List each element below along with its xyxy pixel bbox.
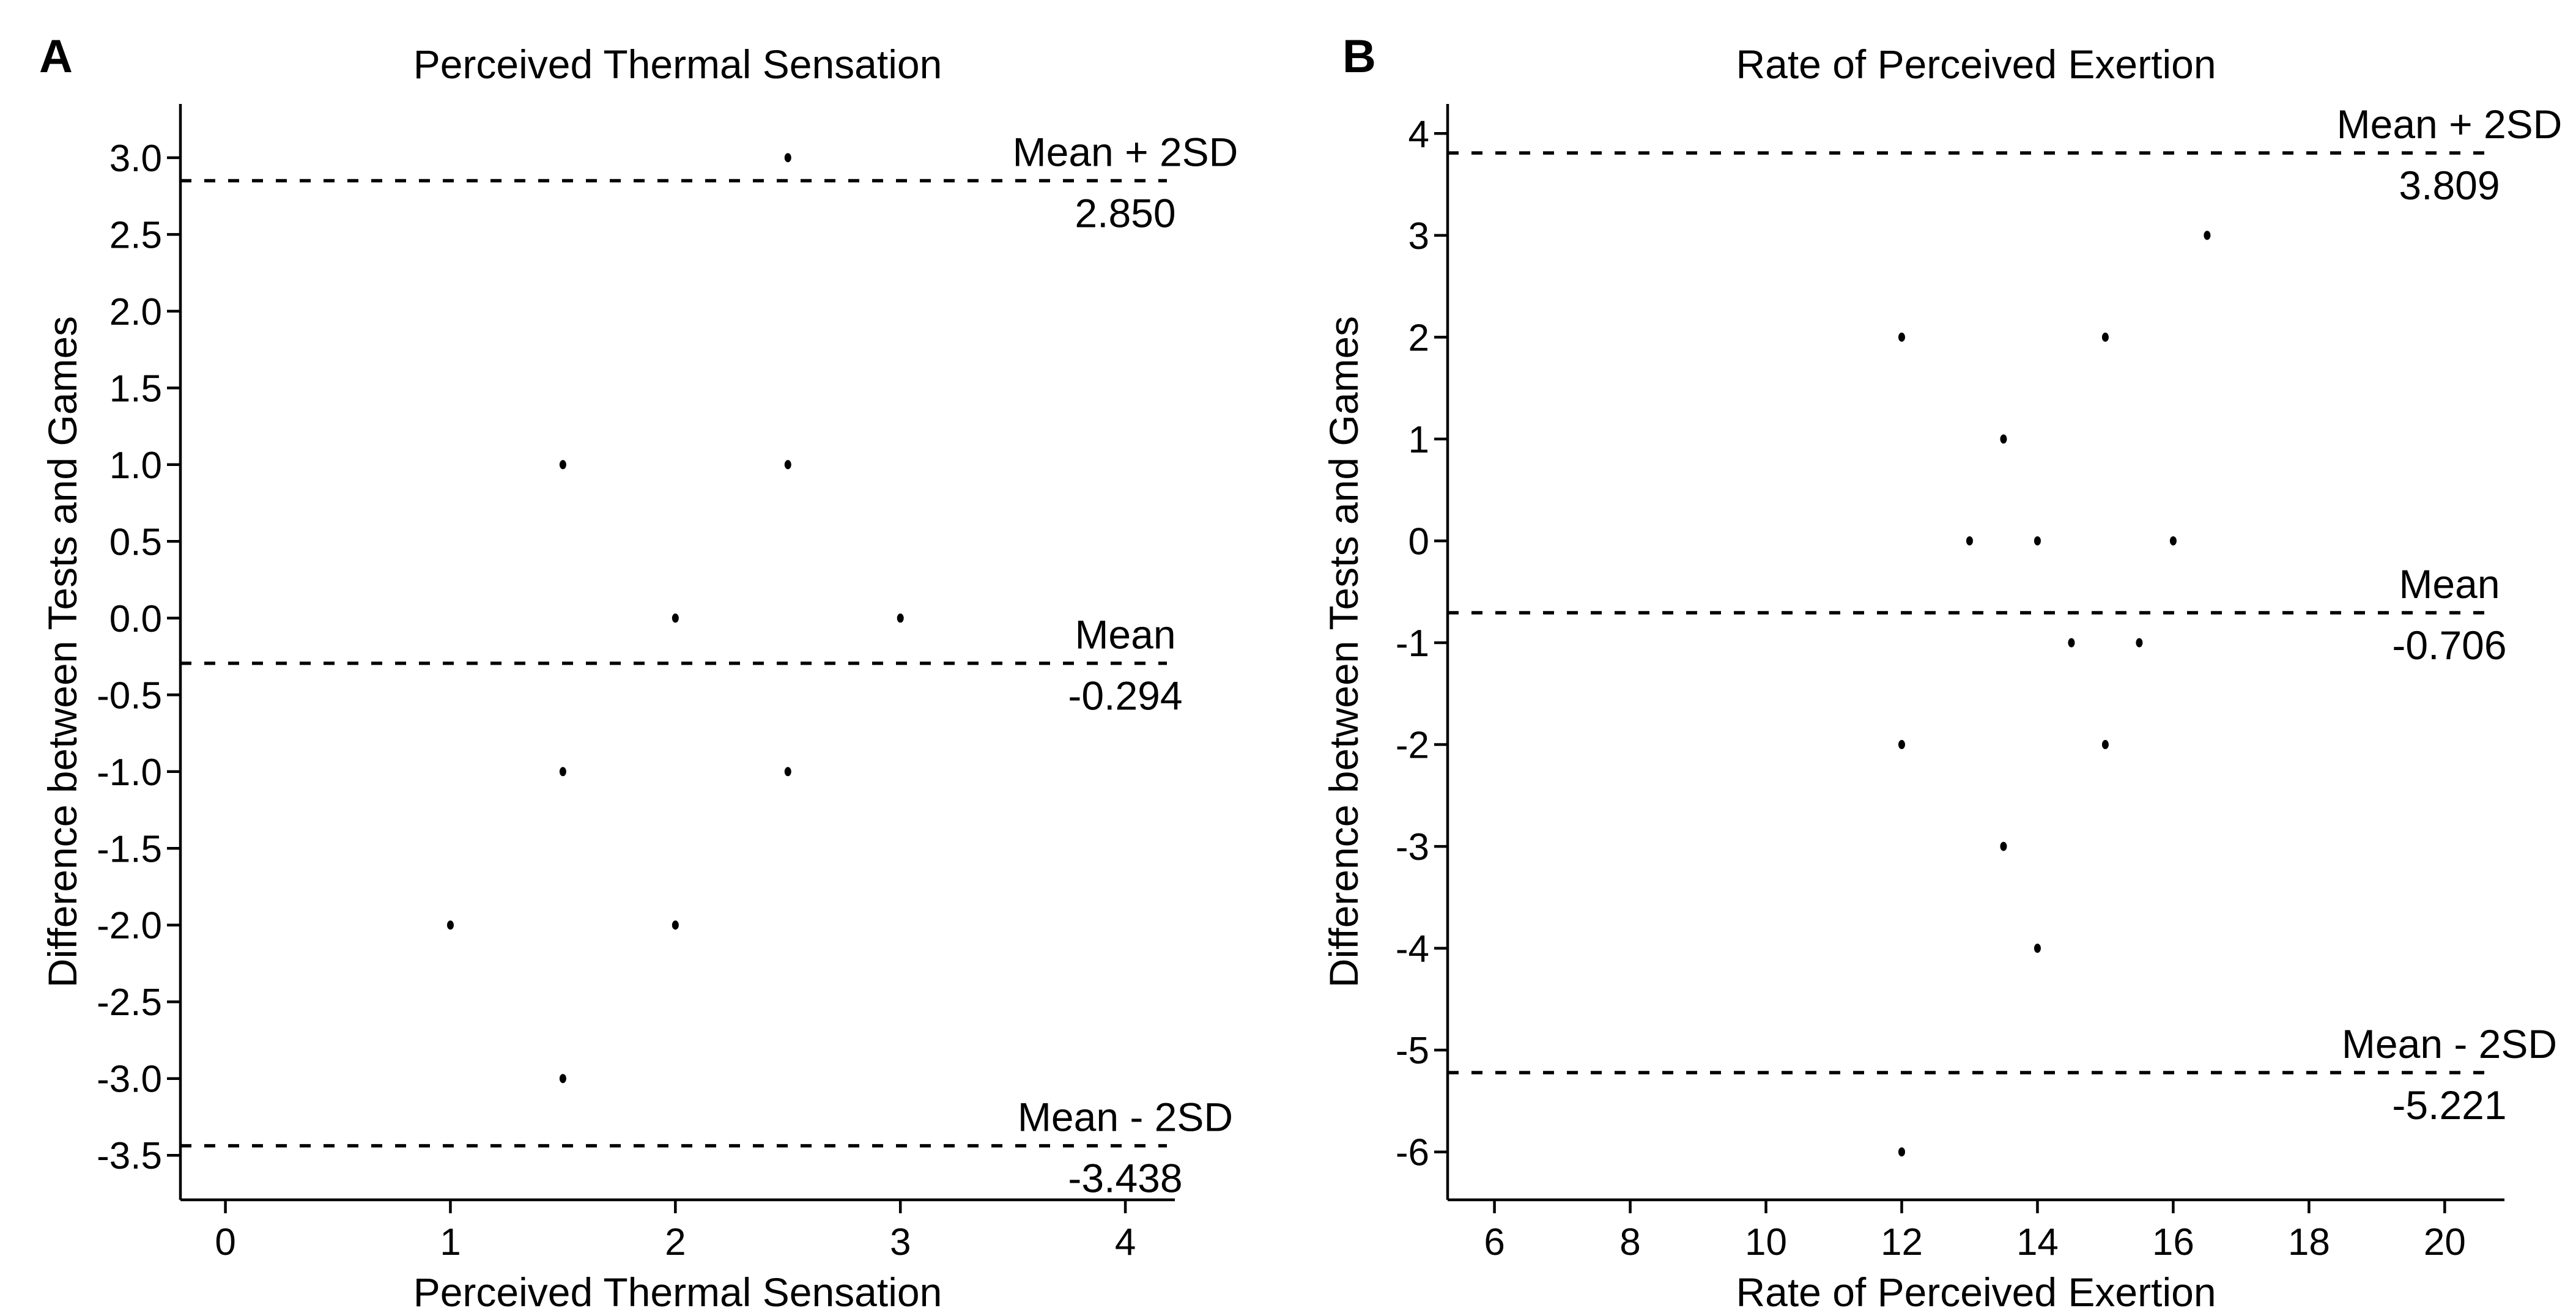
y-axis-title: Difference between Tests and Games bbox=[1321, 316, 1366, 988]
data-point bbox=[897, 613, 904, 623]
y-tick-label: 2 bbox=[1408, 317, 1429, 359]
y-tick-label: 4 bbox=[1408, 113, 1429, 155]
reference-line-label: Mean - 2SD bbox=[2342, 1021, 2557, 1066]
x-tick-label: 3 bbox=[890, 1221, 911, 1263]
reference-line-label: Mean bbox=[2399, 561, 2500, 607]
reference-line-value: 2.850 bbox=[1075, 190, 1175, 235]
y-tick-label: -1.5 bbox=[97, 828, 162, 870]
data-point bbox=[559, 1074, 566, 1084]
y-tick-label: -1.0 bbox=[97, 752, 162, 794]
y-tick-label: -2.0 bbox=[97, 905, 162, 947]
data-point bbox=[1898, 1147, 1905, 1157]
data-point bbox=[2034, 944, 2041, 953]
y-tick-label: -1 bbox=[1396, 623, 1429, 665]
y-tick-label: 1.0 bbox=[109, 445, 162, 487]
panel-a: 0 1 2 3 4 3.0 2.5 2.0 1.5 1.0 0.5 0.0 -0.5 -1.0 -1.5 -2… bbox=[39, 31, 1238, 1315]
reference-line-value: -0.706 bbox=[2392, 623, 2506, 668]
data-point bbox=[446, 920, 454, 930]
reference-line-label: Mean + 2SD bbox=[2337, 102, 2563, 147]
reference-line-value: -5.221 bbox=[2392, 1082, 2506, 1128]
data-point bbox=[2101, 332, 2109, 342]
x-tick-label: 6 bbox=[1484, 1221, 1505, 1263]
data-point bbox=[2101, 740, 2109, 750]
y-tick-label: 0.0 bbox=[109, 598, 162, 640]
data-point bbox=[1966, 536, 1973, 545]
data-point bbox=[2000, 434, 2007, 444]
x-axis-title: Rate of Perceived Exertion bbox=[1736, 1270, 2216, 1315]
y-tick-label: 0.5 bbox=[109, 521, 162, 563]
y-tick-label: 2.5 bbox=[109, 214, 162, 256]
data-point bbox=[2068, 638, 2075, 648]
x-axis-title: Perceived Thermal Sensation bbox=[413, 1270, 942, 1315]
data-point bbox=[559, 460, 566, 470]
data-point bbox=[2034, 536, 2041, 545]
y-tick-label: 1 bbox=[1408, 419, 1429, 461]
x-tick-label: 0 bbox=[215, 1221, 235, 1263]
reference-line-label: Mean - 2SD bbox=[1018, 1095, 1233, 1140]
data-point bbox=[2204, 231, 2211, 240]
data-point bbox=[2000, 841, 2007, 851]
x-tick-label: 10 bbox=[1745, 1221, 1787, 1263]
reference-line-value: -0.294 bbox=[1068, 673, 1182, 719]
data-point bbox=[2136, 638, 2143, 648]
data-point bbox=[784, 460, 791, 470]
y-tick-label: -3.0 bbox=[97, 1059, 162, 1101]
x-tick-label: 1 bbox=[440, 1221, 461, 1263]
y-tick-label: -2 bbox=[1396, 725, 1429, 767]
data-point bbox=[1898, 740, 1905, 750]
x-tick-label: 2 bbox=[665, 1221, 686, 1263]
y-tick-label: 0 bbox=[1408, 520, 1429, 563]
data-point bbox=[784, 767, 791, 777]
y-tick-label: 3 bbox=[1408, 215, 1429, 257]
x-tick-label: 8 bbox=[1619, 1221, 1640, 1263]
data-point bbox=[672, 920, 679, 930]
data-point bbox=[559, 767, 566, 777]
x-tick-label: 12 bbox=[1881, 1221, 1923, 1263]
data-point bbox=[1898, 332, 1905, 342]
data-point bbox=[672, 613, 679, 623]
y-tick-label: 2.0 bbox=[109, 291, 162, 333]
data-point bbox=[784, 153, 791, 163]
reference-line-value: 3.809 bbox=[2399, 163, 2500, 208]
data-point bbox=[2169, 536, 2177, 545]
y-tick-label: 1.5 bbox=[109, 368, 162, 410]
panel-letter: B bbox=[1342, 31, 1376, 83]
reference-line-value: -3.438 bbox=[1068, 1156, 1182, 1201]
y-tick-label: -4 bbox=[1396, 928, 1429, 970]
x-tick-label: 16 bbox=[2152, 1221, 2194, 1263]
panel-letter: A bbox=[39, 31, 73, 83]
y-tick-label: -5 bbox=[1396, 1030, 1429, 1072]
x-tick-label: 20 bbox=[2424, 1221, 2466, 1263]
panel-title: Perceived Thermal Sensation bbox=[413, 42, 942, 87]
y-tick-label: -2.5 bbox=[97, 981, 162, 1024]
y-tick-label: -0.5 bbox=[97, 675, 162, 717]
x-tick-label: 4 bbox=[1115, 1221, 1136, 1263]
y-axis-title: Difference between Tests and Games bbox=[40, 316, 85, 988]
panel-title: Rate of Perceived Exertion bbox=[1736, 42, 2216, 87]
y-tick-label: 3.0 bbox=[109, 138, 162, 180]
reference-line-label: Mean + 2SD bbox=[1013, 129, 1238, 174]
reference-line-label: Mean bbox=[1075, 612, 1175, 657]
x-tick-label: 18 bbox=[2288, 1221, 2330, 1263]
y-tick-label: -3 bbox=[1396, 826, 1429, 868]
y-tick-label: -6 bbox=[1396, 1132, 1429, 1174]
x-tick-label: 14 bbox=[2016, 1221, 2059, 1263]
y-tick-label: -3.5 bbox=[97, 1135, 162, 1177]
